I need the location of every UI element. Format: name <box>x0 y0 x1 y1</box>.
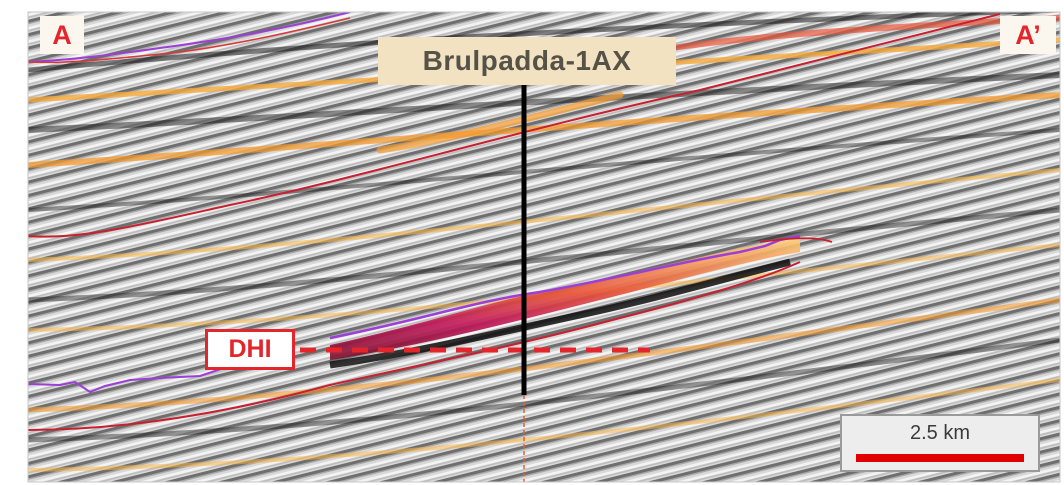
dhi-label: DHI <box>205 329 295 370</box>
interpreted-horizons <box>28 12 1001 431</box>
scale-bar <box>856 454 1024 462</box>
well-name-label: Brulpadda-1AX <box>378 37 676 85</box>
section-end-label: A’ <box>1000 16 1056 54</box>
scale-label: 2.5 km <box>909 422 971 444</box>
seismic-data <box>28 12 1060 482</box>
scale-bar-box: 2.5 km <box>840 414 1040 472</box>
section-start-label: A <box>40 16 84 54</box>
section-frame <box>27 11 1061 483</box>
